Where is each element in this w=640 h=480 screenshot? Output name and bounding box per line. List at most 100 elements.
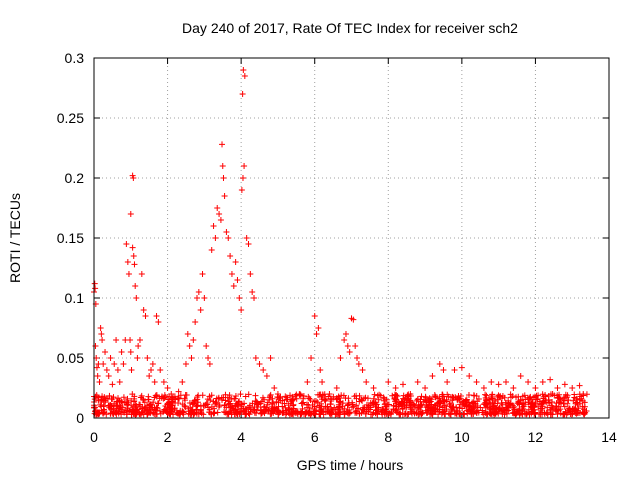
data-point [96,379,103,385]
data-point [346,409,353,416]
data-point [510,410,517,417]
data-point [287,398,294,405]
data-point [333,396,340,403]
data-point [282,404,289,411]
data-point [341,405,348,412]
data-point [97,401,104,408]
data-point [423,409,430,416]
data-point [473,409,480,416]
data-point [492,397,499,404]
data-point [564,400,571,407]
data-point [251,295,258,301]
data-point [206,361,213,367]
data-point [525,379,532,385]
data-point [400,381,406,388]
data-point [367,411,374,418]
data-point [133,295,140,301]
data-point [138,392,145,399]
data-point [336,406,343,413]
data-point [114,367,121,373]
data-point [103,367,110,373]
data-point [443,406,450,413]
data-point [494,393,501,400]
data-point [539,379,546,385]
data-point [446,401,453,408]
data-point [180,409,187,416]
data-point [252,392,259,399]
data-point [560,395,567,402]
data-point [342,395,349,402]
data-point [503,379,509,385]
x-tick-label: 12 [528,429,544,445]
data-point [477,404,484,411]
data-point [118,349,125,355]
data-point [352,343,359,349]
data-point [144,411,151,418]
data-point [146,373,153,379]
y-tick-label: 0.15 [57,230,84,246]
data-point [482,401,489,408]
data-point [156,408,163,415]
data-point [392,385,399,391]
data-point [144,409,151,416]
data-point [229,403,236,410]
data-point [92,408,99,415]
data-point [466,399,473,406]
data-point [429,411,436,418]
data-point [573,409,580,416]
data-point [179,379,186,385]
data-point [482,391,489,398]
data-point [466,373,473,379]
data-point [252,355,259,361]
data-point [237,391,244,398]
data-point [363,379,370,385]
data-point [463,396,470,403]
data-point [304,404,311,411]
data-point [314,391,321,398]
data-point [465,391,472,398]
data-point [572,410,579,417]
data-point [450,403,456,410]
data-point [127,337,134,343]
data-point [221,408,228,415]
data-point [427,408,434,415]
y-tick-label: 0.05 [57,350,84,366]
data-point [319,379,326,385]
data-point [311,313,318,319]
data-point [115,395,122,402]
data-point [569,385,576,391]
data-point [113,398,120,405]
data-point [309,402,316,409]
data-point [573,399,580,406]
data-point [131,261,138,268]
data-point [469,406,476,413]
data-point [328,408,335,415]
data-point [111,361,118,367]
data-point [279,403,286,410]
data-point [388,410,395,417]
data-point [124,395,131,402]
data-point [325,393,332,400]
plot-frame [93,57,610,419]
data-point [195,411,202,418]
data-point [136,411,143,418]
data-point [121,399,128,406]
data-point [315,325,322,331]
data-point [188,355,195,361]
data-point [463,402,470,409]
data-point [341,337,348,343]
data-point [251,404,258,411]
data-point [296,391,303,398]
data-point [580,410,587,417]
data-point [353,407,360,414]
data-point [241,163,248,169]
data-point [208,247,215,253]
data-point [406,398,413,405]
data-point [267,391,274,398]
data-point [422,385,429,391]
data-point [372,400,379,407]
data-point [271,385,278,391]
data-point [161,394,168,401]
data-point [224,394,231,401]
y-tick-label: 0.25 [57,110,84,126]
